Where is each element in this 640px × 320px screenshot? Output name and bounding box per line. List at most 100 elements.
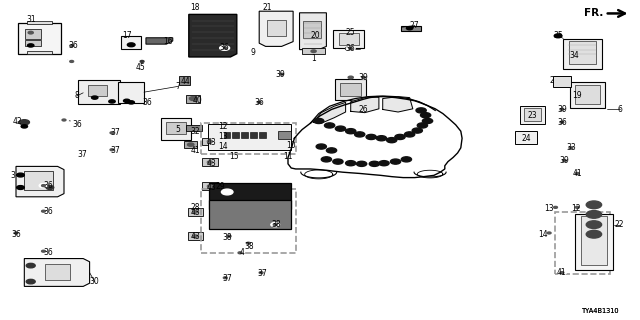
Circle shape [586, 230, 602, 238]
Circle shape [335, 126, 346, 131]
Circle shape [257, 101, 261, 103]
Circle shape [19, 120, 29, 125]
Circle shape [244, 241, 253, 245]
Bar [25, 40, 41, 46]
Bar [184, 141, 197, 148]
Circle shape [366, 134, 376, 140]
Bar [27, 21, 52, 24]
Text: 38: 38 [222, 233, 232, 242]
Bar [575, 214, 613, 269]
Circle shape [563, 160, 566, 162]
Circle shape [401, 157, 412, 162]
Circle shape [193, 235, 198, 237]
Circle shape [560, 108, 564, 110]
Text: 36: 36 [254, 98, 264, 107]
Circle shape [225, 234, 234, 238]
Text: 38: 38 [271, 220, 282, 229]
Text: 26: 26 [358, 105, 369, 114]
Circle shape [560, 158, 569, 163]
Circle shape [70, 60, 74, 62]
Bar [333, 30, 364, 48]
Circle shape [42, 210, 45, 212]
Circle shape [360, 76, 367, 79]
Circle shape [557, 107, 566, 112]
Circle shape [390, 159, 401, 164]
Text: 16: 16 [163, 37, 173, 46]
Text: 41: 41 [190, 146, 200, 155]
Circle shape [220, 46, 228, 50]
Circle shape [246, 242, 250, 244]
Polygon shape [351, 97, 379, 113]
Circle shape [545, 231, 553, 235]
Circle shape [586, 221, 602, 228]
Circle shape [223, 277, 227, 279]
Text: FR.: FR. [584, 8, 604, 19]
Bar [340, 83, 361, 96]
Text: 4: 4 [239, 248, 244, 257]
Circle shape [557, 120, 566, 124]
Circle shape [127, 43, 135, 47]
Text: 17: 17 [122, 31, 132, 40]
Circle shape [222, 47, 226, 49]
Circle shape [311, 50, 316, 52]
Circle shape [193, 211, 198, 213]
Text: 9: 9 [250, 48, 255, 57]
Circle shape [42, 250, 45, 252]
Bar [209, 200, 291, 229]
Text: 10: 10 [286, 141, 296, 150]
Polygon shape [188, 232, 203, 240]
Polygon shape [383, 97, 413, 112]
Circle shape [39, 249, 48, 253]
Text: 39: 39 [559, 156, 570, 165]
Polygon shape [202, 138, 218, 145]
Text: 39: 39 [358, 73, 369, 82]
Bar [570, 82, 605, 108]
Text: 12: 12 [218, 122, 227, 131]
Polygon shape [16, 166, 64, 197]
Circle shape [108, 148, 116, 152]
Circle shape [207, 140, 212, 143]
Circle shape [346, 47, 352, 50]
Circle shape [42, 185, 45, 187]
Text: 44: 44 [180, 77, 191, 86]
Bar [161, 118, 191, 140]
Text: 30: 30 [90, 277, 100, 286]
Circle shape [140, 60, 144, 62]
Text: 36: 36 [43, 248, 53, 257]
Circle shape [586, 211, 602, 218]
Text: 36: 36 [43, 181, 53, 190]
Circle shape [416, 108, 426, 113]
Circle shape [39, 183, 48, 188]
Bar [302, 48, 324, 54]
Circle shape [14, 232, 18, 234]
Text: 38: 38 [244, 242, 255, 251]
Circle shape [110, 149, 114, 151]
Bar [303, 21, 321, 38]
Text: 24: 24 [521, 134, 531, 143]
Polygon shape [300, 13, 326, 50]
Polygon shape [146, 38, 173, 44]
Circle shape [346, 129, 356, 134]
Circle shape [406, 27, 413, 30]
Text: 37: 37 [110, 146, 120, 155]
Bar [569, 41, 596, 64]
Polygon shape [188, 208, 203, 216]
Circle shape [420, 113, 431, 118]
Circle shape [280, 73, 284, 75]
Bar [267, 20, 286, 36]
Polygon shape [202, 182, 218, 190]
Text: 28: 28 [191, 203, 200, 212]
Text: 7: 7 [175, 82, 180, 91]
Text: 43: 43 [190, 208, 200, 217]
Bar [209, 183, 291, 209]
Circle shape [28, 44, 34, 47]
Text: 15: 15 [228, 152, 239, 161]
Bar [25, 29, 41, 39]
Circle shape [128, 101, 134, 104]
Text: 1: 1 [311, 54, 316, 63]
Circle shape [404, 132, 415, 137]
Circle shape [273, 224, 277, 226]
Text: 41: 41 [557, 268, 567, 277]
Circle shape [554, 206, 557, 208]
Polygon shape [314, 102, 346, 123]
